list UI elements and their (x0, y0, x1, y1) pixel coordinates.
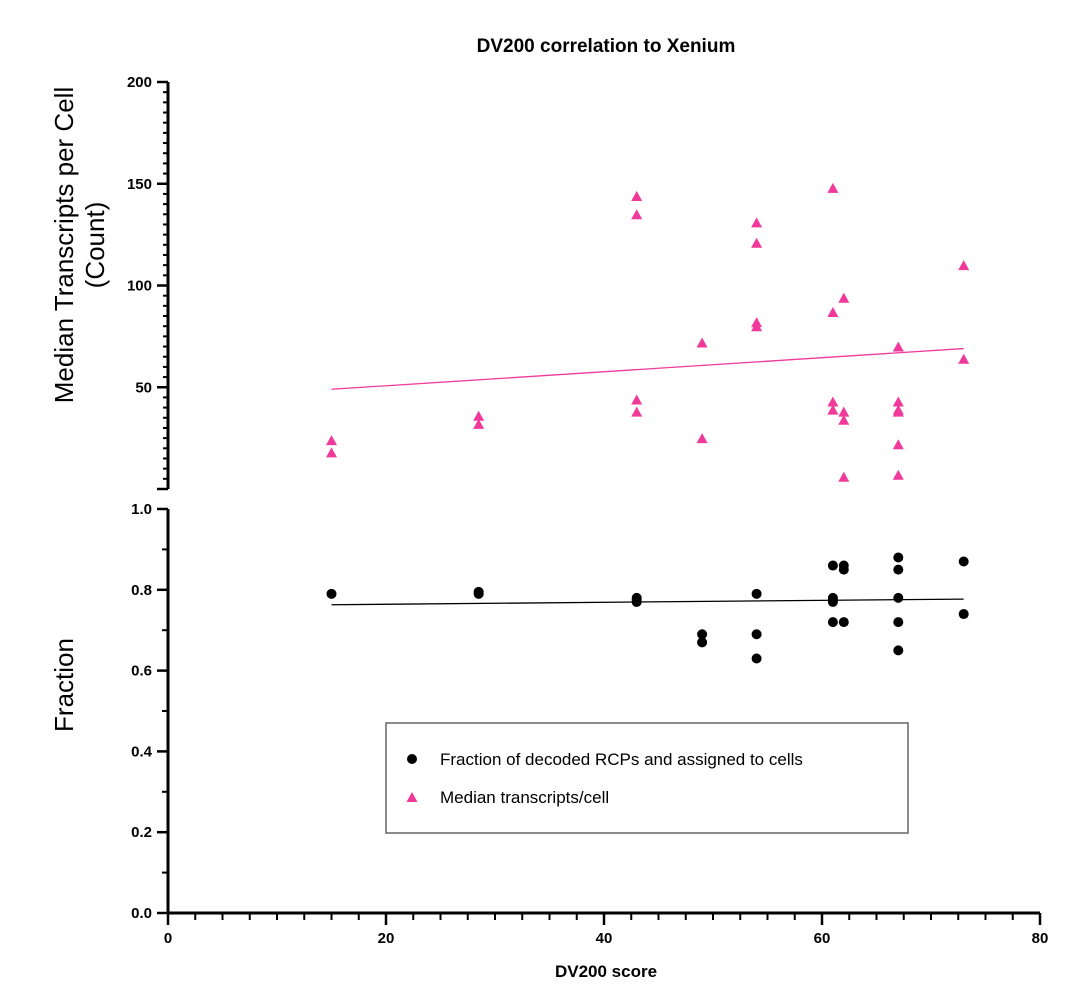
x-tick-label: 80 (1032, 930, 1049, 947)
median-trendline (331, 347, 964, 390)
median-transcripts-point (838, 406, 850, 417)
median-transcripts-point (473, 418, 485, 429)
legend-label-median: Median transcripts/cell (440, 788, 609, 807)
top-y-tick-label: 150 (127, 176, 152, 193)
median-transcripts-point (827, 404, 839, 415)
fraction-point (893, 617, 904, 628)
bottom-y-tick-label: 0.4 (131, 743, 153, 760)
fraction-point (751, 629, 762, 640)
median-transcripts-point (958, 260, 970, 271)
chart-title: DV200 correlation to Xenium (477, 36, 736, 57)
fraction-point (697, 637, 708, 648)
median-transcripts-point (892, 406, 904, 417)
bottom-y-tick-label: 0.0 (131, 905, 152, 922)
bottom-y-tick-label: 0.6 (131, 663, 152, 680)
median-transcripts-point (751, 237, 763, 248)
bottom-y-tick-label: 0.2 (131, 824, 152, 841)
median-transcripts-point (827, 306, 839, 317)
fraction-point (893, 552, 904, 563)
fraction-point (473, 588, 484, 599)
median-transcripts-point (326, 447, 337, 458)
x-tick-label: 60 (814, 930, 831, 947)
fraction-point (751, 588, 762, 599)
median-transcripts-point (326, 435, 337, 446)
fraction-point (827, 617, 838, 628)
median-transcripts-point (838, 471, 850, 482)
legend-box (385, 722, 909, 834)
median-transcripts-point (892, 439, 904, 450)
fraction-point (827, 560, 838, 571)
legend-label-fraction: Fraction of decoded RCPs and assigned to… (440, 750, 803, 769)
fraction-point (631, 596, 642, 607)
median-transcripts-point (838, 414, 850, 425)
median-transcripts-point (696, 337, 708, 348)
median-transcripts-point (631, 406, 643, 417)
fraction-point (893, 564, 904, 575)
median-transcripts-point (827, 182, 839, 193)
legend: Fraction of decoded RCPs and assigned to… (385, 722, 909, 834)
median-transcripts-point (958, 353, 970, 364)
fraction-point (838, 564, 849, 575)
median-transcripts-point (631, 209, 643, 220)
x-tick-label: 0 (164, 930, 172, 947)
fraction-point (893, 645, 904, 656)
top-y-tick-label: 200 (127, 74, 152, 91)
median-transcripts-point (631, 394, 643, 405)
fraction-trendline (331, 598, 964, 606)
legend-marker-circle (407, 754, 417, 764)
median-transcripts-point (751, 217, 763, 228)
bottom-y-tick-label: 1.0 (131, 501, 152, 518)
top-panel-y-axis-label: Median Transcripts per Cell (Count) (49, 87, 110, 403)
median-transcripts-point (892, 341, 904, 352)
x-tick-label: 20 (378, 930, 395, 947)
x-axis-label: DV200 score (555, 962, 657, 981)
bottom-y-axis-label: Fraction (49, 638, 79, 732)
top-y-label-line2: (Count) (80, 202, 110, 289)
fraction-point (827, 596, 838, 607)
median-transcripts-point (827, 396, 839, 407)
median-transcripts-point (892, 469, 904, 480)
median-transcripts-point (751, 321, 763, 332)
x-tick-label: 40 (596, 930, 613, 947)
median-transcripts-point (838, 292, 850, 303)
top-y-tick-label: 100 (127, 278, 152, 295)
top-y-tick-label: 50 (135, 379, 152, 396)
top-y-label-line1: Median Transcripts per Cell (49, 87, 79, 403)
fraction-point (751, 653, 762, 664)
fraction-point (893, 592, 904, 603)
median-transcripts-point (631, 190, 643, 201)
fraction-point (958, 609, 969, 620)
data-points (326, 182, 970, 664)
trendlines (331, 347, 964, 606)
fraction-point (838, 617, 849, 628)
median-transcripts-point (696, 433, 708, 444)
median-transcripts-point (473, 410, 485, 421)
fraction-point (697, 629, 708, 640)
fraction-point (958, 556, 969, 567)
bottom-y-tick-label: 0.8 (131, 582, 152, 599)
fraction-point (326, 588, 337, 599)
legend-marker-triangle (406, 792, 418, 802)
ticks: 50 100 150 200 0.0 0.2 0.4 0.6 0.8 1.0 0 20 40 60 80 (127, 74, 1048, 947)
median-transcripts-point (892, 396, 904, 407)
